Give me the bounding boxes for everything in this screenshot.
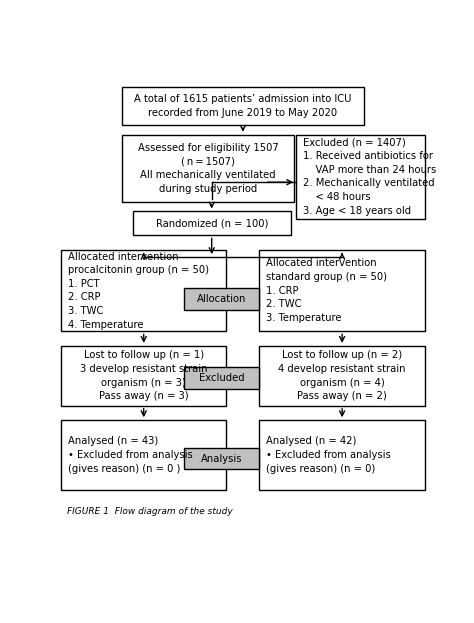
- Bar: [259, 420, 425, 490]
- Bar: [61, 346, 227, 406]
- Text: Lost to follow up (n = 2)
4 develop resistant strain
organism (n = 4)
Pass away : Lost to follow up (n = 2) 4 develop resi…: [278, 350, 406, 401]
- Text: Excluded: Excluded: [199, 373, 245, 383]
- Text: A total of 1615 patients’ admission into ICU
recorded from June 2019 to May 2020: A total of 1615 patients’ admission into…: [134, 94, 352, 118]
- Bar: [184, 288, 259, 310]
- Bar: [61, 250, 227, 331]
- Bar: [61, 420, 227, 490]
- Bar: [122, 87, 364, 125]
- Bar: [184, 448, 259, 469]
- Bar: [122, 135, 294, 202]
- Bar: [259, 250, 425, 331]
- Bar: [184, 368, 259, 389]
- Text: Analysis: Analysis: [201, 454, 243, 464]
- Text: FIGURE 1  Flow diagram of the study: FIGURE 1 Flow diagram of the study: [66, 508, 232, 516]
- Bar: [259, 346, 425, 406]
- Text: Assessed for eligibility 1507
( n = 1507)
All mechanically ventilated
during stu: Assessed for eligibility 1507 ( n = 1507…: [137, 143, 278, 194]
- Bar: [296, 135, 425, 219]
- Text: Lost to follow up (n = 1)
3 develop resistant strain
organism (n = 3)
Pass away : Lost to follow up (n = 1) 3 develop resi…: [80, 350, 208, 401]
- Text: Allocated intervention
procalcitonin group (n = 50)
1. PCT
2. CRP
3. TWC
4. Temp: Allocated intervention procalcitonin gro…: [68, 252, 209, 330]
- Text: Analysed (n = 43)
• Excluded from analysis
(gives reason) (n = 0 ): Analysed (n = 43) • Excluded from analys…: [68, 436, 192, 473]
- Text: Allocation: Allocation: [197, 294, 246, 304]
- Text: Analysed (n = 42)
• Excluded from analysis
(gives reason) (n = 0): Analysed (n = 42) • Excluded from analys…: [266, 436, 391, 473]
- Text: Randomized (n = 100): Randomized (n = 100): [155, 219, 268, 229]
- Bar: [133, 211, 291, 235]
- Text: Allocated intervention
standard group (n = 50)
1. CRP
2. TWC
3. Temperature: Allocated intervention standard group (n…: [266, 259, 387, 323]
- Text: Excluded (n = 1407)
1. Received antibiotics for
    VAP more than 24 hours
2. Me: Excluded (n = 1407) 1. Received antibiot…: [303, 138, 436, 216]
